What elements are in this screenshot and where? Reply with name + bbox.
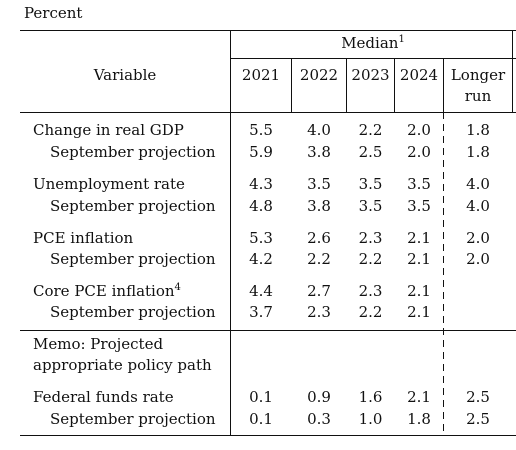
variable-header: Variable [93,66,157,84]
row-label: September projection [50,302,216,323]
row-label: Core PCE inflation4 [33,281,181,302]
footnote-mark: 4 [174,282,181,293]
cell-value: 3.8 [307,197,331,215]
row-label-text: Change in real GDP [33,121,184,139]
cell-value: 5.5 [249,121,273,139]
cell-value: 2.6 [307,229,331,247]
cell-value: 2.5 [466,388,490,406]
cell-value: 4.4 [249,282,273,300]
cell-value: 2.2 [358,303,383,321]
unit-label: Percent [24,4,83,22]
cell-value: 4.0 [466,197,490,215]
cell-value: 5.9 [249,143,273,161]
cell-value: 2.7 [307,282,331,300]
cell-value: 2.0 [407,143,431,161]
cell-value: 3.5 [358,197,383,215]
cell-value: 1.8 [466,121,490,139]
row-label-text: Federal funds rate [33,388,174,406]
row-label: September projection [50,196,216,217]
cell-value: 2.1 [407,388,431,406]
cell-value: 2.3 [358,282,383,300]
cell-value: 4.0 [466,175,490,193]
cell-value: 3.7 [249,303,273,321]
cell-value: 2.2 [358,250,383,268]
cell-value: 2.0 [466,250,490,268]
column-header: Longer run [450,66,506,105]
cell-value: 1.8 [407,410,431,428]
cell-value: 2.1 [407,250,431,268]
cell-value: 3.8 [307,143,331,161]
footnote-mark: 1 [398,34,405,45]
group-header: Median1 [230,33,516,54]
group-label: Median [341,34,399,52]
row-label: September projection [50,409,216,430]
cell-value: 4.3 [249,175,273,193]
row-label: September projection [50,142,216,163]
row-label: Unemployment rate [33,174,185,195]
cell-value: 3.5 [307,175,331,193]
cell-value: 0.1 [249,410,273,428]
cell-value: 0.3 [307,410,331,428]
cell-value: 4.8 [249,197,273,215]
row-label-text: Unemployment rate [33,175,185,193]
row-label: Federal funds rate [33,387,174,408]
column-header: 2023 [351,66,390,84]
cell-value: 2.0 [407,121,431,139]
cell-value: 1.8 [466,143,490,161]
cell-value: 2.5 [358,143,383,161]
row-label: September projection [50,249,216,270]
cell-value: 2.3 [358,229,383,247]
row-label-text: September projection [50,197,216,215]
cell-value: 1.6 [358,388,383,406]
cell-value: 2.1 [407,282,431,300]
row-label-text: September projection [50,410,216,428]
cell-value: 4.0 [307,121,331,139]
column-header: 2022 [299,66,339,84]
cell-value: 0.9 [307,388,331,406]
row-label-text: PCE inflation [33,229,134,247]
row-label-text: Core PCE inflation [33,282,175,300]
column-header: 2021 [241,66,281,84]
cell-value: 3.5 [358,175,383,193]
cell-value: 2.0 [466,229,490,247]
row-label: Change in real GDP [33,120,184,141]
cell-value: 2.2 [358,121,383,139]
memo-text: Memo: Projected appropriate policy path [33,335,212,374]
row-label-text: September projection [50,143,216,161]
cell-value: 2.1 [407,229,431,247]
row-label-text: September projection [50,303,216,321]
row-label: PCE inflation [33,228,133,249]
cell-value: 1.0 [358,410,383,428]
cell-value: 2.3 [307,303,331,321]
cell-value: 2.5 [466,410,490,428]
cell-value: 3.5 [407,175,431,193]
cell-value: 2.2 [307,250,331,268]
cell-value: 4.2 [249,250,273,268]
column-header: 2024 [399,66,439,84]
cell-value: 5.3 [249,229,273,247]
cell-value: 3.5 [407,197,431,215]
row-label-text: September projection [50,250,216,268]
cell-value: 2.1 [407,303,431,321]
cell-value: 0.1 [249,388,273,406]
